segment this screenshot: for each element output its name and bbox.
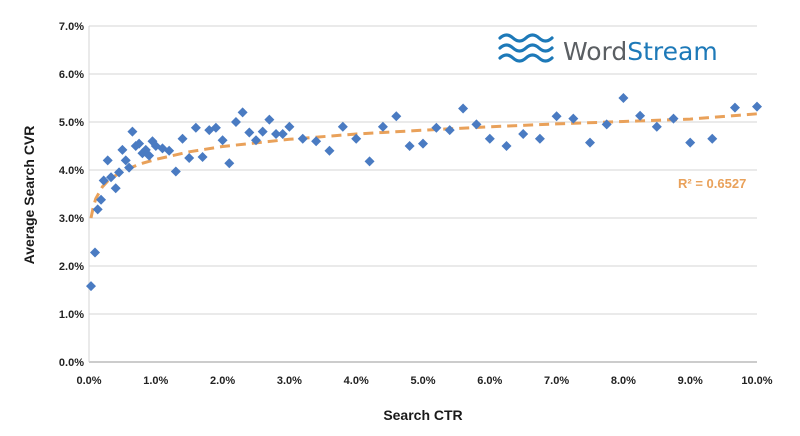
x-tick-label: 9.0%: [678, 375, 703, 387]
y-tick-label: 4.0%: [59, 165, 84, 177]
data-point: [217, 135, 228, 146]
data-point: [144, 150, 155, 161]
data-point: [685, 137, 696, 148]
data-point: [96, 194, 107, 205]
wave-icon: [498, 33, 554, 63]
wave-stroke: [498, 53, 554, 63]
data-point: [230, 117, 241, 127]
data-point: [102, 155, 113, 166]
data-point: [324, 145, 335, 156]
y-axis-label: Average Search CVR: [21, 126, 37, 265]
data-point: [337, 121, 348, 132]
data-point: [707, 133, 718, 144]
data-point: [501, 141, 512, 151]
data-point: [224, 158, 235, 169]
gridlines: [88, 25, 757, 363]
data-point: [210, 122, 221, 133]
x-tick-label: 3.0%: [277, 375, 302, 387]
data-point: [264, 114, 275, 125]
data-point: [244, 127, 255, 138]
x-tick-label: 0.0%: [76, 375, 101, 387]
data-point: [568, 113, 579, 124]
data-point: [237, 107, 248, 118]
data-point: [518, 129, 529, 139]
x-tick-label: 7.0%: [544, 375, 569, 387]
data-point: [752, 101, 762, 112]
y-axis-ticks: 0.0% 1.0% 2.0% 3.0% 4.0% 5.0% 6.0% 7.0%: [59, 21, 84, 369]
data-point: [114, 167, 125, 178]
data-point: [404, 141, 415, 151]
data-point: [391, 111, 402, 122]
x-tick-label: 2.0%: [210, 375, 235, 387]
wordstream-logo: WordStream: [498, 33, 718, 66]
data-point: [297, 133, 308, 144]
data-point: [471, 119, 482, 130]
logo-text-word: Word: [563, 37, 627, 66]
x-axis-label: Search CTR: [383, 407, 462, 423]
y-tick-label: 5.0%: [59, 117, 84, 129]
data-point: [86, 281, 97, 292]
data-point: [164, 145, 175, 156]
data-point: [418, 138, 428, 149]
trendline: [89, 112, 758, 219]
x-tick-label: 8.0%: [611, 375, 636, 387]
data-point: [92, 204, 103, 215]
data-point: [277, 129, 288, 139]
data-point: [635, 110, 646, 121]
data-point: [251, 135, 261, 146]
data-point: [197, 152, 208, 163]
x-tick-label: 1.0%: [143, 375, 168, 387]
data-point: [534, 133, 545, 144]
x-tick-label: 10.0%: [741, 375, 772, 387]
data-point: [190, 122, 201, 133]
data-point: [668, 113, 679, 124]
y-tick-label: 3.0%: [59, 213, 84, 225]
data-point: [90, 247, 101, 258]
r-squared-label: R² = 0.6527: [678, 176, 746, 191]
logo-text-stream: Stream: [627, 37, 717, 66]
data-point: [284, 121, 295, 132]
data-point: [124, 162, 135, 173]
data-point: [364, 156, 375, 167]
data-point: [170, 166, 181, 177]
data-point: [271, 129, 282, 139]
data-point: [551, 111, 562, 122]
data-point: [106, 172, 117, 183]
data-point: [110, 183, 121, 194]
data-point: [618, 93, 629, 103]
data-point: [431, 122, 442, 133]
data-point: [98, 175, 109, 186]
data-point: [177, 133, 188, 144]
y-tick-label: 6.0%: [59, 69, 84, 81]
data-point: [311, 136, 322, 147]
x-axis-ticks: 0.0% 1.0% 2.0% 3.0% 4.0% 5.0% 6.0% 7.0% 8.0% 9.0%…: [76, 375, 772, 387]
data-point: [134, 138, 145, 149]
data-points: [86, 93, 762, 292]
x-tick-label: 4.0%: [344, 375, 369, 387]
data-point: [585, 137, 595, 148]
y-tick-label: 2.0%: [59, 261, 84, 273]
data-point: [377, 121, 388, 132]
data-point: [117, 144, 128, 155]
y-tick-label: 7.0%: [59, 21, 84, 33]
data-point: [257, 126, 268, 137]
data-point: [458, 103, 469, 114]
x-tick-label: 5.0%: [410, 375, 435, 387]
data-point: [444, 125, 455, 136]
data-point: [484, 133, 495, 144]
wave-stroke: [498, 43, 554, 53]
y-tick-label: 1.0%: [59, 309, 84, 321]
data-point: [120, 155, 131, 166]
data-point: [127, 126, 138, 137]
data-point: [729, 102, 740, 113]
data-point: [601, 119, 612, 130]
x-tick-label: 6.0%: [477, 375, 502, 387]
wave-stroke: [498, 33, 554, 43]
y-tick-label: 0.0%: [59, 357, 84, 369]
data-point: [351, 133, 362, 144]
data-point: [184, 153, 195, 163]
data-point: [651, 121, 662, 132]
logo-wordmark: WordStream: [563, 37, 718, 66]
